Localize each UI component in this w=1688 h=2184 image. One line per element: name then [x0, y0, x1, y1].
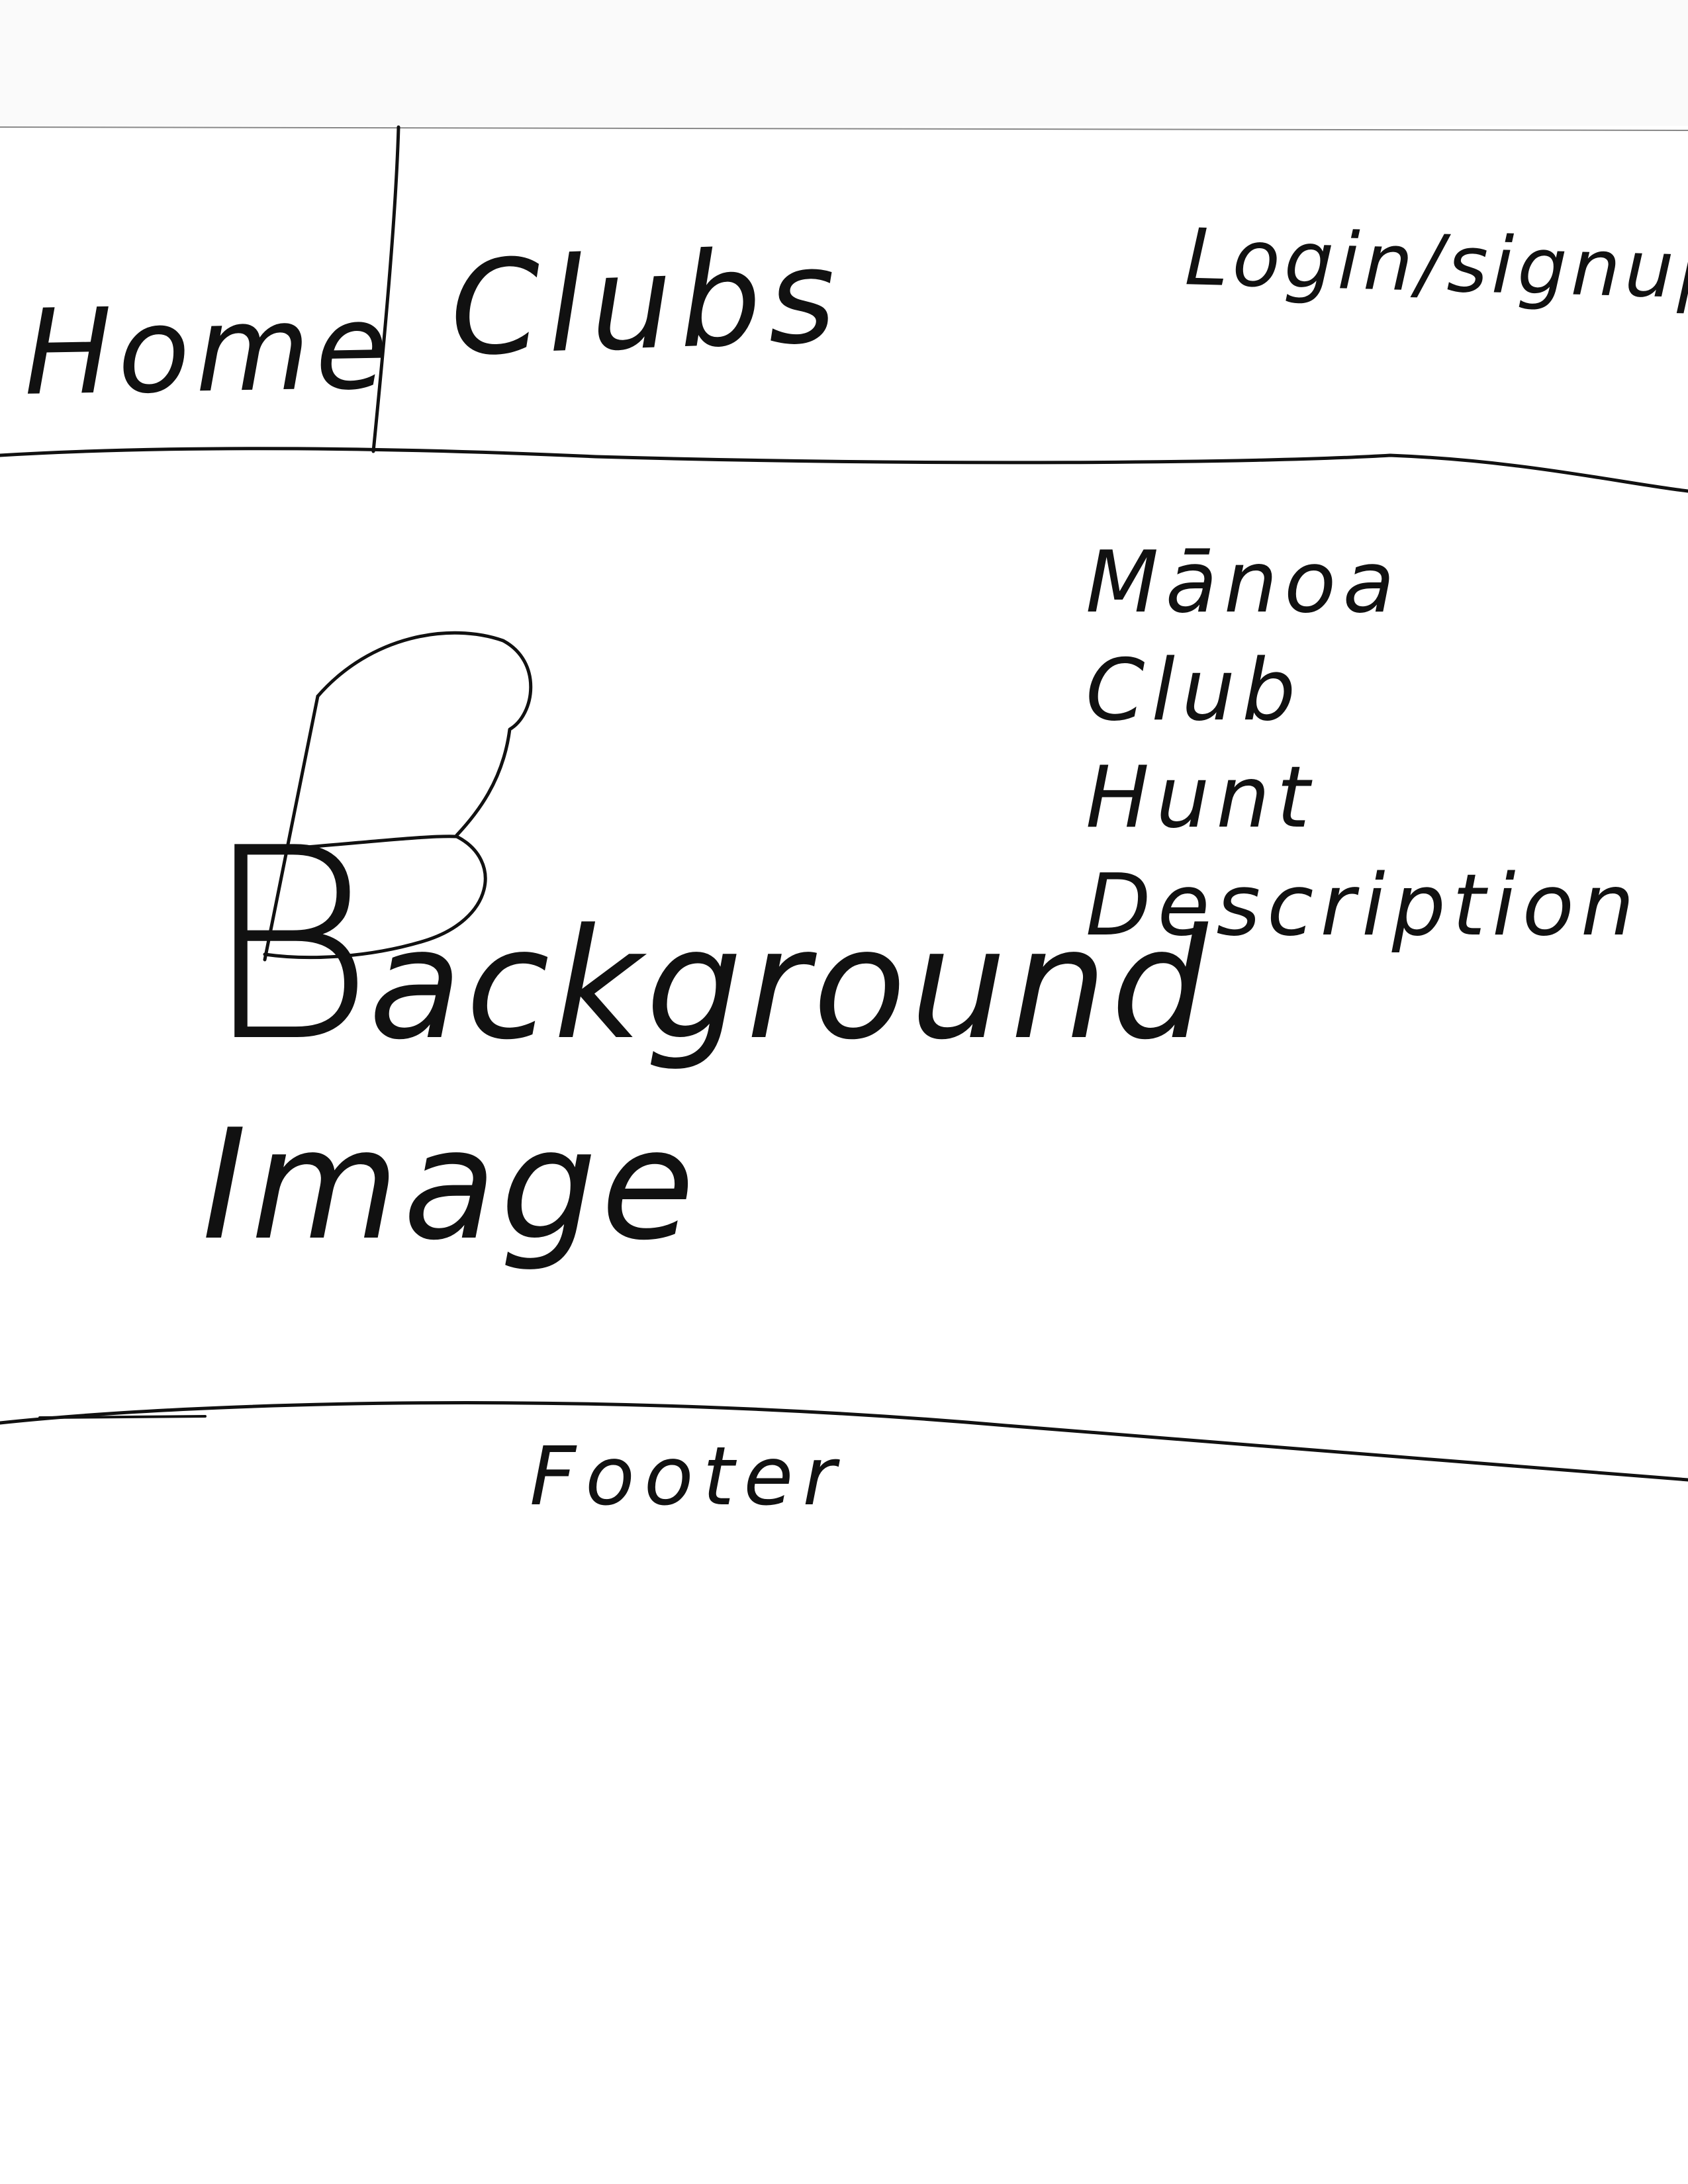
header-bottom-line — [0, 449, 1688, 491]
nav-clubs-link[interactable]: Clubs — [448, 232, 845, 375]
background-image-placeholder: Background Image — [202, 794, 1211, 1274]
page-top-border — [0, 125, 1688, 130]
background-label-first-letter: B — [202, 792, 369, 1100]
hero-description-line: Description — [1086, 852, 1641, 960]
hero-description: Mānoa Club Hunt Description — [1086, 529, 1641, 960]
background-label-image: Image — [202, 1097, 698, 1274]
footer-line-fragment — [40, 1416, 205, 1418]
footer-label: Footer — [530, 1436, 845, 1517]
nav-home-link[interactable]: Home — [23, 288, 394, 412]
hero-description-line: Club — [1086, 637, 1641, 745]
login-signup-link[interactable]: Login/signup — [1184, 218, 1688, 310]
hero-description-line: Hunt — [1086, 745, 1641, 852]
hero-description-line: Mānoa — [1086, 529, 1641, 637]
